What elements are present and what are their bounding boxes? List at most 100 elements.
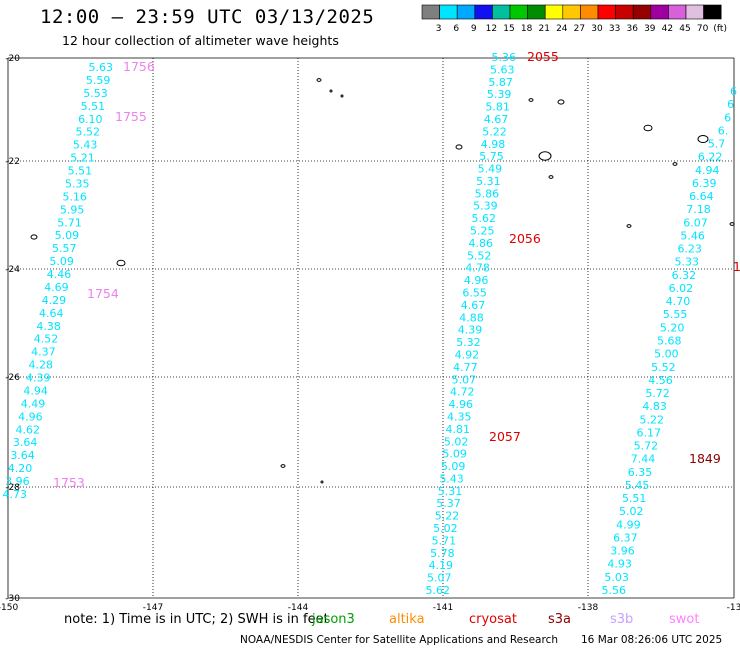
wave-height-value: 5.51 (81, 100, 106, 113)
wave-height-value: 6 (730, 85, 737, 98)
color-bar-swatch (474, 4, 493, 20)
color-bar-swatch (509, 4, 528, 20)
wave-height-value: 6.17 (637, 426, 662, 439)
wave-height-value: 5.43 (73, 139, 98, 152)
color-bar-swatch (580, 4, 599, 20)
wave-height-value: 5.09 (49, 255, 74, 268)
page-subtitle: 12 hour collection of altimeter wave hei… (62, 33, 339, 48)
wave-height-value: 4.69 (44, 281, 69, 294)
wave-height-value: 4.98 (481, 138, 506, 151)
wave-height-value: 4.39 (26, 372, 51, 385)
latitude-tick-label: -20 (5, 54, 20, 64)
wave-height-value: 5.71 (57, 216, 82, 229)
latitude-tick-label: -22 (5, 157, 20, 167)
pass-time-label: 1755 (115, 109, 147, 124)
wave-height-value: 4.96 (464, 274, 489, 287)
color-bar-swatch (668, 4, 687, 20)
wave-height-value: 5.56 (602, 584, 627, 597)
island-outline (280, 464, 286, 468)
color-bar-label: 30 (591, 24, 603, 34)
pass-time-label: 1754 (87, 286, 119, 301)
pass-time-label: 2057 (489, 429, 521, 444)
wave-height-value: 5.52 (651, 361, 676, 374)
wave-height-value: 5.22 (639, 413, 664, 426)
wave-height-value: 5.63 (490, 63, 515, 76)
wave-height-value: 5.07 (427, 572, 452, 585)
wave-height-value: 5.03 (604, 571, 629, 584)
color-bar-swatch (650, 4, 669, 20)
wave-height-value: 5.7 (708, 138, 726, 151)
wave-height-value: 4.78 (465, 262, 490, 275)
longitude-tick-label: -13 (727, 603, 740, 613)
wave-height-value: 3.96 (5, 475, 30, 488)
wave-height-value: 4.96 (18, 410, 43, 423)
wave-height-value: 5.71 (432, 534, 457, 547)
island-outline (697, 135, 709, 143)
wave-height-value: 5.51 (68, 165, 93, 178)
wave-height-value: 5.33 (675, 256, 700, 269)
color-bar-swatch (456, 4, 476, 20)
wave-height-value: 5.39 (487, 88, 512, 101)
wave-height-tracks: 5.635.595.535.516.105.525.435.215.515.35… (3, 49, 740, 597)
island-outline (455, 144, 463, 150)
wave-height-value: 5.02 (444, 435, 469, 448)
wave-height-value: 5.59 (86, 74, 111, 87)
wave-height-value: 7.18 (686, 203, 711, 216)
wave-height-value: 5.87 (488, 76, 513, 89)
wave-height-value: 4.77 (453, 361, 478, 374)
color-bar-swatch (703, 4, 722, 20)
satellite-legend-s3a: s3a (548, 612, 572, 627)
page-title: 12:00 — 23:59 UTC 03/13/2025 (40, 6, 375, 28)
wave-height-value: 5.49 (478, 163, 503, 176)
wave-height-value: 3.64 (10, 449, 35, 462)
wave-height-value: 7.44 (631, 453, 656, 466)
color-bar-label: 6 (453, 24, 459, 34)
wave-height-value: 5.95 (60, 203, 85, 216)
wave-height-value: 5.07 (452, 373, 477, 386)
pass-time-label: 2055 (527, 49, 559, 64)
units-note: note: 1) Time is in UTC; 2) SWH is in fe… (64, 612, 329, 627)
wave-height-value: 6.35 (628, 466, 653, 479)
color-bar-label: 36 (626, 24, 638, 34)
wave-height-value: 5.25 (470, 225, 495, 238)
wave-height-value: 4.83 (642, 400, 667, 413)
wave-height-value: 4.37 (31, 346, 56, 359)
color-bar-label: 70 (697, 24, 709, 34)
island-outline (340, 94, 344, 98)
wave-height-value: 4.94 (23, 384, 48, 397)
wave-height-value: 4.86 (468, 237, 493, 250)
color-bar-swatch (544, 4, 564, 20)
graticule (7, 57, 735, 599)
color-bar-label: 12 (486, 24, 497, 34)
color-bar-swatch (597, 4, 616, 20)
island-outlines (30, 78, 735, 484)
wave-height-value: 4.20 (8, 462, 33, 475)
island-outline (316, 78, 322, 82)
longitude-tick-label: -144 (288, 603, 309, 613)
wave-height-value: 5.75 (479, 150, 504, 163)
wave-height-value: 4.99 (616, 518, 641, 531)
wave-height-value: 4.93 (607, 558, 632, 571)
wave-height-value: 5.09 (442, 448, 467, 461)
color-bar: 3 6 9 12 15 18 21 24 27 30 33 36 39 42 45 70 (ft) (421, 4, 727, 34)
wave-height-value: 6.37 (613, 531, 638, 544)
wave-height-value: 4.46 (47, 268, 72, 281)
color-bar-label: (ft) (713, 24, 727, 34)
wave-height-value: 6 (724, 111, 731, 124)
wave-height-value: 6.22 (698, 151, 723, 164)
footer-timestamp: 16 Mar 08:26:06 UTC 2025 (581, 634, 723, 646)
wave-height-value: 4.39 (458, 324, 483, 337)
longitude-tick-label: -150 (0, 603, 18, 613)
wave-height-value: 4.64 (39, 307, 64, 320)
wave-height-value: 4.35 (447, 410, 472, 423)
wave-height-value: 3.96 (610, 545, 635, 558)
longitude-tick-label: -147 (143, 603, 163, 613)
island-outline (557, 99, 565, 105)
wave-height-value: 4.70 (666, 295, 691, 308)
color-bar-swatch (615, 4, 634, 20)
pass-time-label: 1756 (123, 59, 155, 74)
wave-height-value: 5.53 (83, 87, 108, 100)
color-bar-swatch (439, 4, 458, 20)
wave-height-value: 5.72 (634, 440, 659, 453)
